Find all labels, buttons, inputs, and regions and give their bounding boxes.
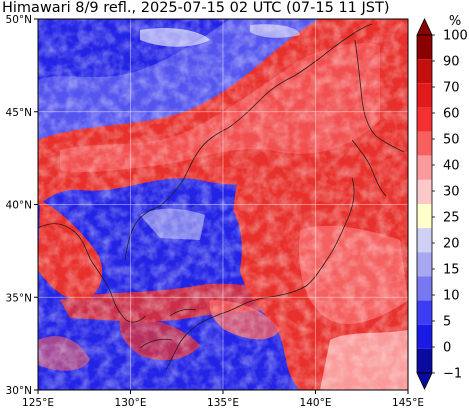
lat-tick-label: 30°N xyxy=(6,385,32,397)
lon-tick-label: 125°E xyxy=(22,397,54,409)
lon-tick-label: 135°E xyxy=(207,397,239,409)
gridlines xyxy=(38,19,408,390)
lon-tick-label: 140°E xyxy=(300,397,332,409)
colorbar-tick-label: 15 xyxy=(443,263,460,278)
colorbar-segment xyxy=(417,179,432,204)
colorbar-tick-label: 5 xyxy=(443,315,451,330)
map-title: Himawari 8/9 refl., 2025-07-15 02 UTC (0… xyxy=(2,0,390,16)
lat-tick-label: 45°N xyxy=(6,107,32,119)
colorbar-tick-label: 10 xyxy=(443,289,460,304)
colorbar-segment xyxy=(417,348,432,373)
colorbar-frame xyxy=(416,34,433,374)
longitude-axis: 125°E 130°E 135°E 140°E 145°E xyxy=(22,390,424,409)
colorbar-segment xyxy=(417,131,432,156)
colorbar-segment xyxy=(417,107,432,132)
colorbar-segment xyxy=(417,324,432,349)
colorbar-tick-label: 0 xyxy=(443,341,451,356)
colorbar-extend-min xyxy=(416,372,433,390)
lat-tick-label: 50°N xyxy=(6,14,32,26)
colorbar-tick-label: 20 xyxy=(443,237,460,252)
colorbar-tick-label: 100 xyxy=(443,29,468,44)
lon-tick-label: 130°E xyxy=(115,397,147,409)
colorbar-extend-max xyxy=(416,18,433,36)
colorbar-tick-label: 30 xyxy=(443,185,460,200)
colorbar-segment xyxy=(417,83,432,108)
reflectance-field xyxy=(38,19,408,390)
colorbar-tick-label: 25 xyxy=(443,211,460,226)
lat-tick-label: 35°N xyxy=(6,292,32,304)
colorbar-segment xyxy=(417,155,432,180)
colorbar-tick-label: 90 xyxy=(443,55,460,70)
colorbar-segment xyxy=(417,228,432,253)
latitude-axis: 50°N 45°N 40°N 35°N 30°N xyxy=(6,14,38,397)
colorbar-tick-label: −1 xyxy=(443,367,462,382)
lon-tick-label: 145°E xyxy=(392,397,424,409)
colorbar-segment xyxy=(417,59,432,84)
colorbar-tick-label: 70 xyxy=(443,81,460,96)
colorbar-segment xyxy=(417,300,432,325)
colorbar-segment xyxy=(417,204,432,229)
colorbar-tick-label: 60 xyxy=(443,107,460,122)
colorbar-tick-label: 50 xyxy=(443,133,460,148)
colorbar-segment xyxy=(417,276,432,301)
colorbar-unit: % xyxy=(449,14,461,29)
colorbar-tick-label: 40 xyxy=(443,159,460,174)
colorbar-segment xyxy=(417,252,432,277)
lat-tick-label: 40°N xyxy=(6,200,32,212)
colorbar-segment xyxy=(417,35,432,60)
coastlines xyxy=(38,23,405,371)
